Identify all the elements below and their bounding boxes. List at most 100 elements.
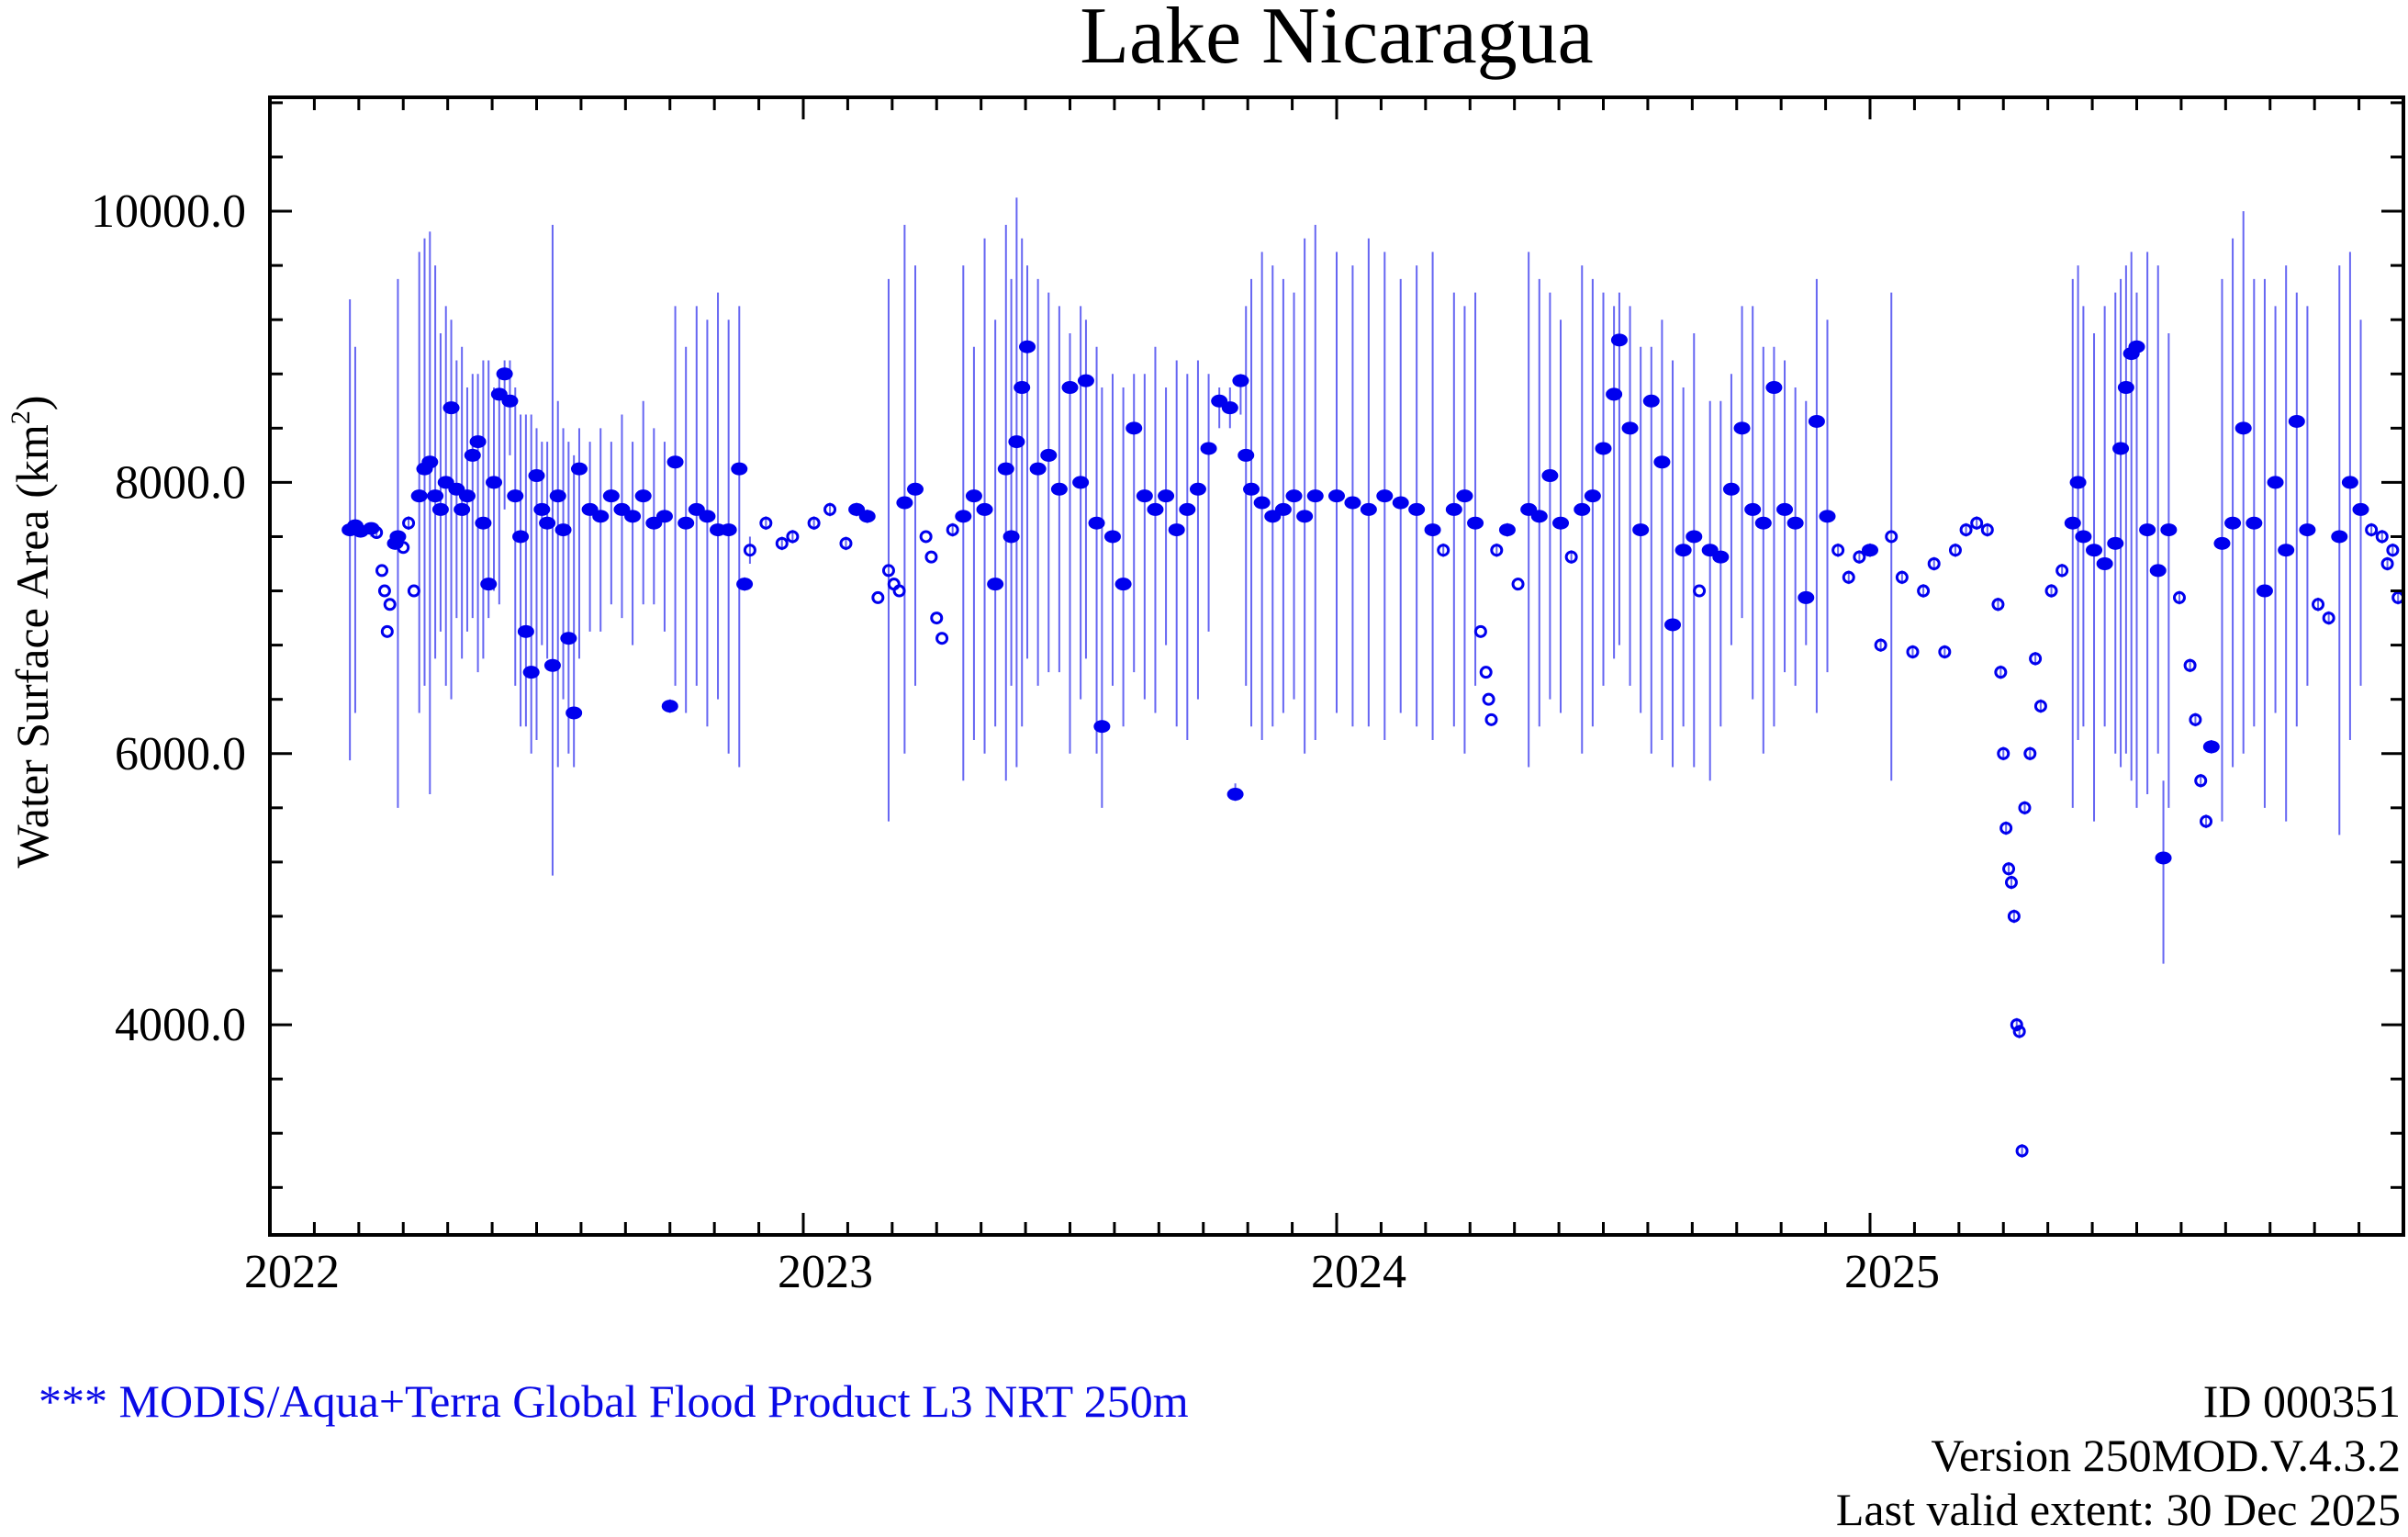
data-point-filled (1126, 421, 1143, 435)
data-point-open (1948, 544, 1962, 557)
data-point-open (407, 584, 420, 598)
data-point-filled (2213, 536, 2231, 550)
data-point-filled (2331, 530, 2348, 544)
data-point-filled (1014, 381, 1031, 395)
data-point-filled (2288, 414, 2305, 428)
data-point-filled (955, 510, 972, 523)
data-point-filled (699, 510, 716, 523)
data-point-filled (1168, 523, 1185, 537)
data-point-filled (1467, 516, 1484, 530)
data-point-filled (2117, 381, 2134, 395)
y-axis-tick-labels: 4000.0 6000.0 8000.0 10000.0 (91, 185, 246, 1051)
data-point-open (1999, 821, 2013, 835)
data-point-open (1885, 530, 1898, 544)
y-axis-label: Water Surface Area (km2) (6, 396, 58, 869)
x-tick-label: 2024 (1311, 1246, 1406, 1298)
data-point-filled (1798, 590, 1815, 604)
data-point-open (2322, 611, 2335, 625)
data-point-filled (1285, 489, 1303, 503)
data-point-filled (2075, 530, 2092, 544)
data-point-open (1938, 645, 1952, 658)
data-point-filled (1136, 489, 1153, 503)
data-point-filled (1744, 502, 1762, 516)
data-point-filled (486, 476, 503, 489)
data-point-open (2194, 774, 2208, 788)
data-point-filled (1408, 502, 1426, 516)
data-point-open (1437, 544, 1450, 557)
data-point-open (924, 550, 938, 564)
data-point-open (2010, 1018, 2023, 1032)
data-point-open (380, 624, 394, 638)
data-point-filled (2096, 557, 2113, 571)
data-source-note: *** MODIS/Aqua+Terra Global Flood Produc… (39, 1375, 1189, 1427)
data-point-filled (421, 455, 439, 469)
data-point-filled (634, 489, 652, 503)
data-point-open (775, 536, 789, 550)
data-point-filled (1392, 496, 1409, 510)
data-point-filled (2069, 476, 2087, 489)
error-bars (349, 197, 2400, 1158)
y-tick-label: 10000.0 (91, 185, 246, 238)
data-point-open (1991, 598, 2005, 611)
data-point-filled (2246, 516, 2263, 530)
data-point-filled (480, 578, 498, 591)
data-point-filled (1008, 435, 1025, 449)
data-point-filled (549, 489, 566, 503)
data-point-filled (1776, 502, 1794, 516)
data-point-filled (1019, 340, 1036, 353)
data-point-filled (1040, 448, 1058, 462)
data-point-open (1927, 557, 1941, 571)
data-point-filled (1808, 414, 1825, 428)
data-point-open (1490, 544, 1504, 557)
data-point-open (2375, 530, 2389, 544)
data-point-filled (1306, 489, 1324, 503)
chart-title: Lake Nicaragua (1080, 0, 1593, 81)
data-point-filled (1232, 374, 1249, 387)
data-point-filled (720, 523, 737, 537)
data-point-filled (2149, 564, 2167, 578)
data-point-filled (1674, 544, 1692, 557)
data-point-filled (736, 578, 754, 591)
data-point-filled (1072, 476, 1090, 489)
data-point-filled (1574, 502, 1591, 516)
y-axis-ticks (270, 101, 2403, 1189)
data-point-filled (1029, 462, 1047, 476)
data-point-open (2012, 1025, 2026, 1038)
data-point-filled (1456, 489, 1473, 503)
data-point-open (892, 584, 906, 598)
data-point-open (2004, 876, 2018, 890)
data-point-filled (543, 658, 561, 672)
data-point-open (2029, 652, 2043, 666)
data-point-filled (1360, 502, 1377, 516)
data-point-open (1564, 550, 1578, 564)
data-point-open (2200, 814, 2213, 828)
data-point-filled (997, 462, 1014, 476)
data-point-open (823, 502, 837, 516)
data-point-open (1842, 570, 1855, 584)
data-point-filled (1424, 523, 1441, 537)
data-point-open (2044, 584, 2058, 598)
data-point-filled (566, 706, 583, 720)
data-point-filled (1862, 544, 1878, 557)
version-label: Version 250MOD.V.4.3.2 (1931, 1430, 2401, 1481)
data-point-filled (2086, 544, 2103, 557)
data-point-filled (2256, 584, 2273, 598)
data-point-filled (1200, 442, 1217, 455)
data-point-filled (2112, 442, 2130, 455)
data-point-filled (1050, 482, 1068, 496)
data-point-filled (2160, 523, 2178, 537)
data-point-filled (1712, 550, 1730, 564)
data-point-open (807, 516, 821, 530)
data-point-filled (2107, 536, 2124, 550)
last-valid-extent: Last valid extent: 30 Dec 2025 (1835, 1484, 2401, 1535)
data-point-open (759, 516, 773, 530)
y-tick-label: 8000.0 (115, 456, 246, 509)
metadata-block: ID 000351 Version 250MOD.V.4.3.2 Last va… (1836, 1374, 2401, 1537)
x-axis-tick-labels: 2022 2023 2024 2025 (244, 1246, 1940, 1298)
y-tick-label: 6000.0 (115, 728, 246, 780)
data-point-filled (592, 510, 610, 523)
data-point-filled (554, 523, 572, 537)
data-point-open (1693, 584, 1707, 598)
data-point-filled (655, 510, 673, 523)
data-point-filled (731, 462, 748, 476)
